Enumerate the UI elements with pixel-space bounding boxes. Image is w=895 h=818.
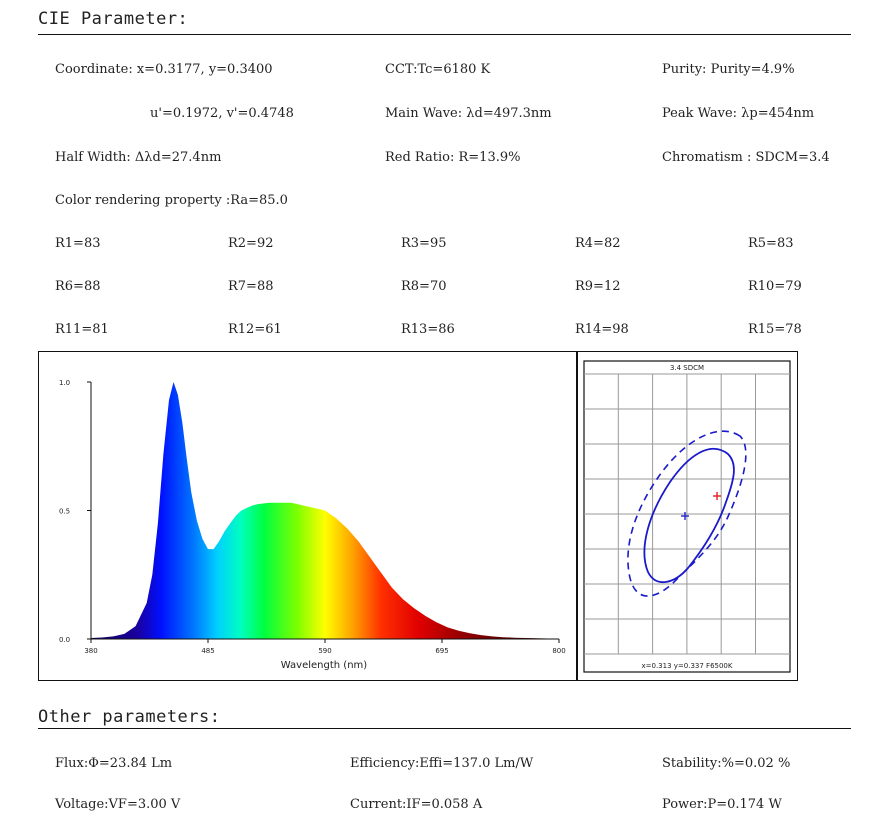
spectrum-x-axis-label: Wavelength (nm)	[281, 660, 367, 671]
power-value: Power:P=0.174 W	[662, 797, 782, 812]
sdcm-inner-ellipse	[643, 448, 735, 583]
cie-section-rule	[38, 34, 851, 35]
sdcm-outer-ellipse	[627, 430, 747, 597]
spectrum-y-tick-label: 0.5	[59, 508, 70, 516]
r14-value: R14=98	[575, 322, 629, 337]
sdcm-frame	[583, 360, 791, 673]
purity-value: Purity: Purity=4.9%	[662, 62, 795, 77]
peak-wave-value: Peak Wave: λp=454nm	[662, 106, 815, 121]
spectrum-x-tick-label: 590	[318, 647, 331, 655]
r15-value: R15=78	[748, 322, 802, 337]
r2-value: R2=92	[228, 236, 274, 251]
spectrum-x-tick-label: 800	[552, 647, 565, 655]
spectrum-y-tick-label: 1.0	[59, 379, 70, 387]
spectrum-area	[91, 382, 559, 639]
current-value: Current:IF=0.058 A	[350, 797, 483, 812]
r12-value: R12=61	[228, 322, 282, 337]
r7-value: R7=88	[228, 279, 274, 294]
stability-value: Stability:%=0.02 %	[662, 756, 791, 771]
red-ratio-value: Red Ratio: R=13.9%	[385, 150, 521, 165]
spectrum-chart: 380 485 590 695 800 0.0 0.5 1.0 Wavelength (nm)	[59, 379, 566, 671]
cct-value: CCT:Tc=6180 K	[385, 62, 491, 77]
spectrum-x-tick-label: 485	[201, 647, 214, 655]
sdcm-center-marker	[681, 512, 689, 520]
main-wave-value: Main Wave: λd=497.3nm	[385, 106, 552, 121]
r1-value: R1=83	[55, 236, 101, 251]
r4-value: R4=82	[575, 236, 621, 251]
other-section-title: Other parameters:	[38, 707, 221, 727]
r13-value: R13=86	[401, 322, 455, 337]
r10-value: R10=79	[748, 279, 802, 294]
sdcm-chart-panel: 3.4 SDCM x=0.313 y=0.337 F6500K	[577, 351, 798, 681]
sdcm-title: 3.4 SDCM	[670, 364, 704, 372]
efficiency-value: Efficiency:Effi=137.0 Lm/W	[350, 756, 534, 771]
voltage-value: Voltage:VF=3.00 V	[55, 797, 181, 812]
spectrum-chart-panel: 380 485 590 695 800 0.0 0.5 1.0 Wavelength (nm)	[38, 351, 577, 681]
sdcm-footer: x=0.313 y=0.337 F6500K	[642, 662, 733, 670]
cie-section-title: CIE Parameter:	[38, 9, 189, 29]
spectrum-x-tick-label: 695	[435, 647, 448, 655]
coordinate-value: Coordinate: x=0.3177, y=0.3400	[55, 62, 273, 77]
r9-value: R9=12	[575, 279, 621, 294]
r3-value: R3=95	[401, 236, 447, 251]
spectrum-y-tick-label: 0.0	[59, 636, 70, 644]
sdcm-measured-marker	[713, 492, 721, 500]
half-width-value: Half Width: Δλd=27.4nm	[55, 150, 222, 165]
chromatism-value: Chromatism : SDCM=3.4	[662, 150, 830, 165]
uv-coordinate-value: u'=0.1972, v'=0.4748	[150, 106, 294, 121]
sdcm-chart: 3.4 SDCM x=0.313 y=0.337 F6500K	[583, 360, 791, 673]
flux-value: Flux:Φ=23.84 Lm	[55, 756, 173, 771]
r8-value: R8=70	[401, 279, 447, 294]
r11-value: R11=81	[55, 322, 109, 337]
spectrum-x-tick-label: 380	[84, 647, 97, 655]
r5-value: R5=83	[748, 236, 794, 251]
other-section-rule	[38, 728, 851, 729]
r6-value: R6=88	[55, 279, 101, 294]
cri-value: Color rendering property :Ra=85.0	[55, 193, 288, 208]
